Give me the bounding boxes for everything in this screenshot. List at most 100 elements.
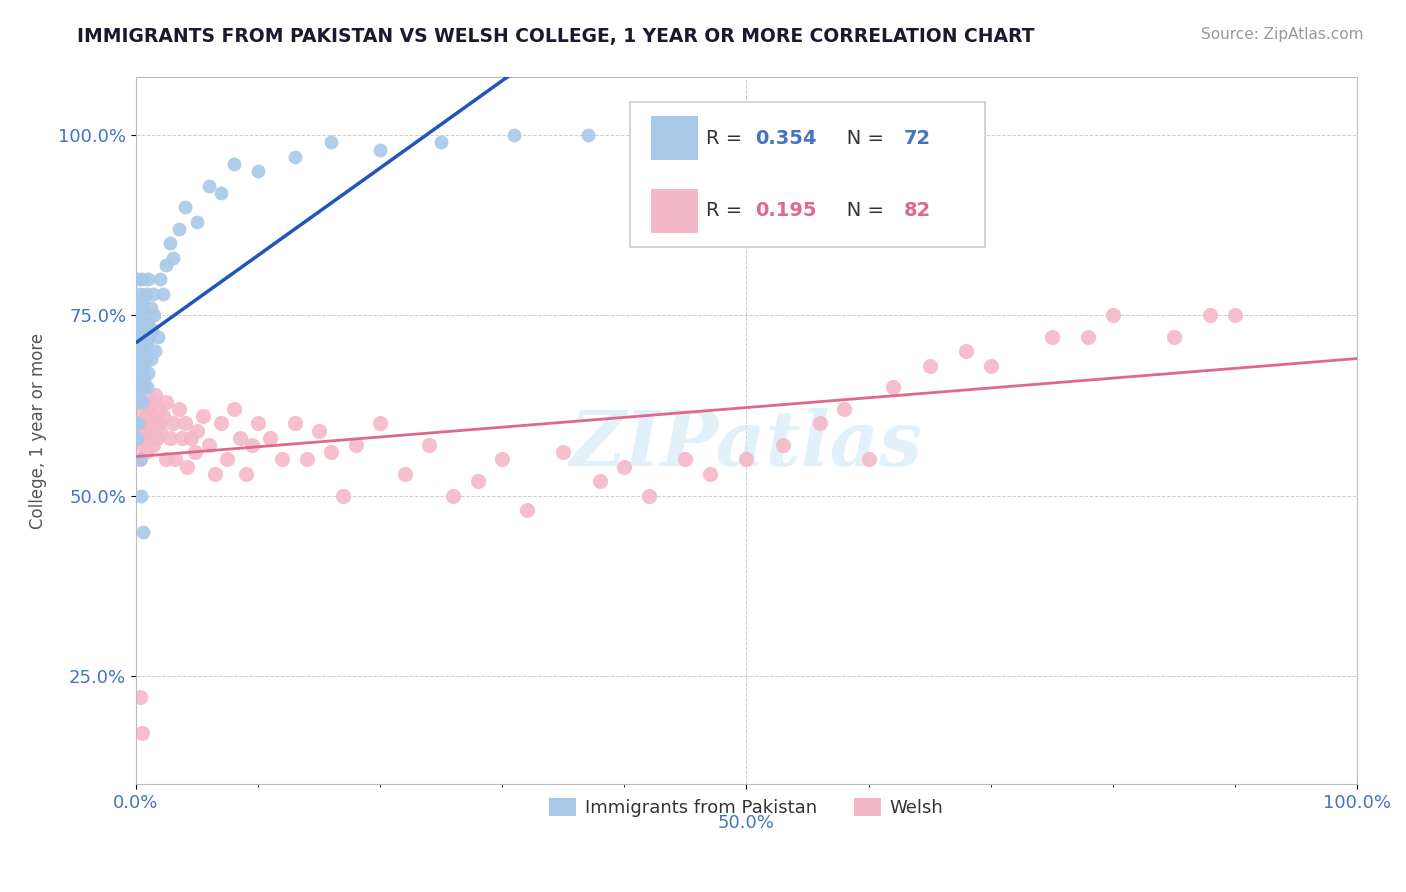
Point [321,136,343,150]
Point [128,344,150,359]
Point [134,373,156,387]
Point [141,323,163,337]
Point [503,128,526,142]
Point [259,431,281,445]
Point [735,452,758,467]
Text: 0.195: 0.195 [755,202,817,220]
Point [152,409,174,424]
Text: N =: N = [828,128,890,148]
Point [332,489,354,503]
Point [128,380,150,394]
Point [148,417,170,431]
Point [131,301,153,315]
Point [129,417,152,431]
Point [135,445,157,459]
Point [159,236,181,251]
Point [127,431,149,445]
Point [131,316,153,330]
Point [172,431,194,445]
Y-axis label: College, 1 year or more: College, 1 year or more [30,333,46,529]
Point [143,308,166,322]
Point [295,452,318,467]
Point [589,474,612,488]
Point [134,424,156,438]
FancyBboxPatch shape [651,189,697,233]
Point [142,438,165,452]
Point [284,417,307,431]
Point [576,128,599,142]
Point [145,344,167,359]
Point [127,316,149,330]
Point [129,380,152,394]
Point [127,344,149,359]
Point [141,394,163,409]
FancyBboxPatch shape [651,116,697,160]
Point [128,286,150,301]
Point [222,402,245,417]
Point [127,417,149,431]
Text: Source: ZipAtlas.com: Source: ZipAtlas.com [1201,27,1364,42]
Point [129,359,152,373]
Point [136,316,159,330]
Point [127,359,149,373]
Point [204,467,226,481]
Point [132,323,155,337]
Point [772,438,794,452]
Point [858,452,880,467]
Point [699,467,721,481]
Point [152,286,174,301]
Point [235,467,257,481]
Point [129,337,152,351]
Point [159,431,181,445]
Point [1163,330,1185,344]
Point [146,330,169,344]
Point [1101,308,1123,322]
Point [138,330,160,344]
Point [1223,308,1246,322]
Point [613,459,636,474]
Point [127,272,149,286]
Point [149,424,172,438]
Point [146,402,169,417]
Point [228,431,250,445]
Point [132,344,155,359]
Point [167,222,190,236]
Point [516,503,538,517]
Point [491,452,513,467]
Point [128,373,150,387]
Point [129,308,152,322]
Point [149,272,172,286]
Point [441,489,464,503]
Legend: Immigrants from Pakistan, Welsh: Immigrants from Pakistan, Welsh [543,790,950,824]
Point [127,366,149,380]
Point [127,330,149,344]
Point [882,380,904,394]
Point [430,136,453,150]
Text: 72: 72 [904,128,931,148]
Point [198,178,221,193]
Point [127,402,149,417]
Point [142,286,165,301]
Point [284,150,307,164]
Point [155,258,177,272]
Point [127,394,149,409]
Point [247,417,270,431]
Text: R =: R = [706,202,748,220]
Point [139,301,162,315]
Point [155,394,177,409]
Point [163,452,186,467]
Point [1199,308,1222,322]
Point [131,366,153,380]
Point [132,524,155,539]
Point [127,431,149,445]
Text: 0.354: 0.354 [755,128,817,148]
Point [176,459,198,474]
Point [918,359,941,373]
Point [135,286,157,301]
Point [135,409,157,424]
Point [637,489,659,503]
Text: 82: 82 [904,202,931,220]
Point [136,366,159,380]
Point [128,351,150,366]
Point [129,489,152,503]
